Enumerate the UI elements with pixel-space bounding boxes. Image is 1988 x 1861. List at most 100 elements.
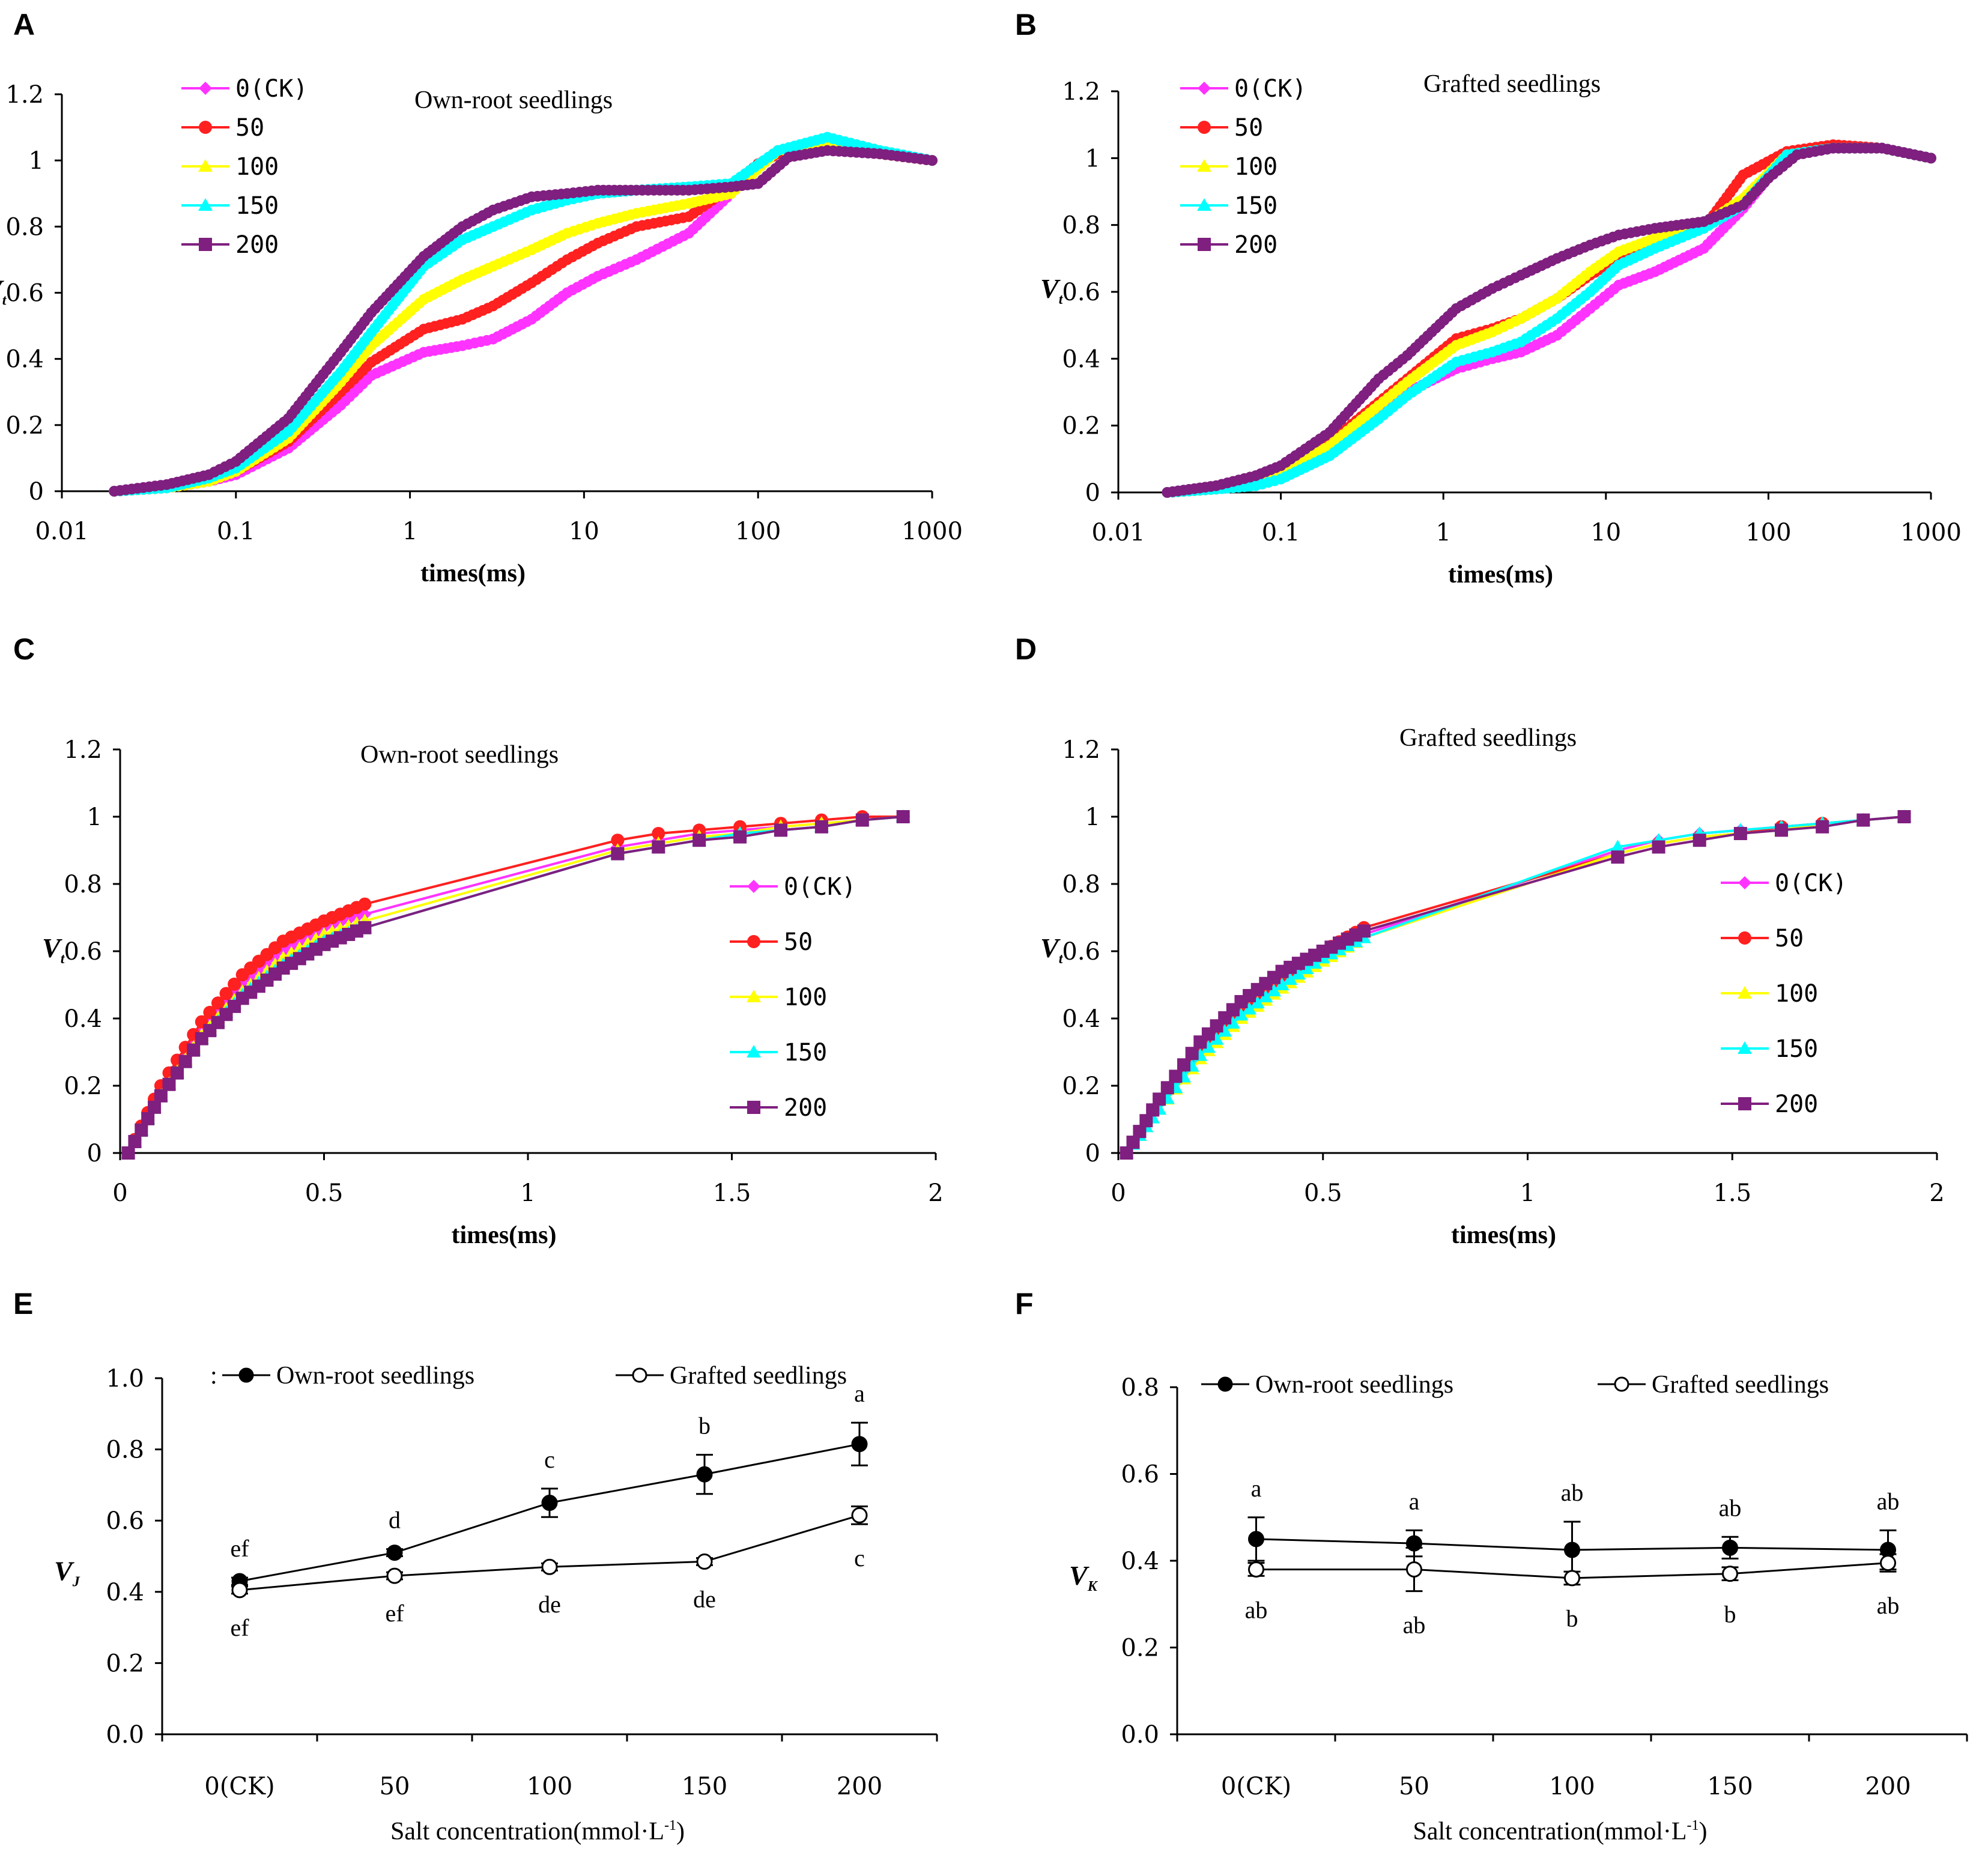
legend-marker-50 [199, 121, 212, 134]
legend-marker-150 [1738, 1041, 1752, 1054]
y-tick-label: 0.2 [5, 412, 44, 440]
data-point-200 [148, 1100, 162, 1114]
legend-label-100: 100 [235, 153, 279, 181]
y-tick-label: 0.8 [1062, 871, 1100, 898]
y-tick-label: 1 [1085, 145, 1100, 172]
series-grafted: ef ef de de c [230, 1505, 868, 1641]
legend: 0(CK) 50 100 150 200 [1180, 75, 1306, 259]
y-tick-label: 0.6 [64, 938, 102, 966]
data-point-own-root [541, 1495, 558, 1511]
data-point-200 [141, 1112, 155, 1125]
data-point-200 [1226, 1003, 1240, 1017]
legend-label-50: 50 [235, 114, 264, 142]
data-point-200 [733, 830, 747, 844]
legend-marker-100 [1197, 159, 1211, 172]
x-tick-label: 0 [112, 1179, 127, 1207]
chart-title: Own-root seedlings [360, 741, 559, 769]
y-tick-label: 0.2 [1062, 1073, 1100, 1100]
data-point-200 [178, 1055, 192, 1068]
panel-label-e: E [13, 1287, 33, 1321]
data-point-200 [692, 834, 706, 847]
data-point-200 [1146, 1103, 1160, 1117]
legend-marker-ck [1738, 876, 1751, 889]
series-grafted: ab ab b b ab [1245, 1546, 1899, 1639]
y-tick-label: 1.2 [1062, 736, 1100, 764]
legend: 0(CK) 50 100 150 200 [181, 75, 308, 259]
panel-label-a: A [13, 8, 35, 41]
data-point-50 [211, 996, 225, 1010]
legend-marker-grafted [1614, 1376, 1629, 1392]
y-tick-label: 1 [1085, 803, 1100, 831]
data-point-200 [121, 1146, 135, 1160]
data-point-200 [1349, 928, 1363, 942]
legend-label-50: 50 [1775, 925, 1804, 952]
series-100 [109, 138, 938, 497]
y-tick-label: 0 [29, 478, 44, 506]
data-point-200 [1120, 1146, 1133, 1160]
legend-marker-grafted [632, 1367, 647, 1383]
x-tick-label: 100 [1549, 1773, 1595, 1800]
data-point-50 [268, 941, 282, 955]
legend-label-150: 150 [1775, 1035, 1818, 1063]
data-point-200 [1611, 850, 1625, 864]
panel-A: A 0 0.2 0.4 0.6 0.8 1 1.2 0.01 0.1 1 10 100 1000 time… [0, 8, 963, 587]
data-point-200 [1733, 827, 1747, 840]
legend-marker-own-root [238, 1367, 254, 1383]
y-tick-label: 0.4 [5, 346, 44, 374]
significance-label: ab [1877, 1487, 1900, 1515]
significance-label: ef [230, 1614, 249, 1641]
x-tick-label: 1 [520, 1179, 535, 1207]
chart-title: Grafted seedlings [1399, 724, 1577, 752]
significance-label: b [1724, 1601, 1736, 1628]
legend-label-own-root: Own-root seedlings [276, 1362, 474, 1390]
x-tick-label: 1.5 [713, 1179, 751, 1207]
data-point-200 [154, 1089, 168, 1103]
y-tick-label: 1.2 [64, 736, 102, 764]
data-point-own-root [1722, 1539, 1738, 1556]
x-tick-label: 10 [569, 518, 599, 545]
data-point-150 [1274, 978, 1289, 990]
x-tick-label: 100 [735, 518, 781, 545]
data-point-150 [1266, 984, 1281, 997]
data-point-50 [350, 901, 363, 915]
data-point-200 [135, 1123, 148, 1137]
y-tick-label: 0.2 [1121, 1635, 1159, 1662]
series-150 [109, 132, 938, 497]
data-point-200 [814, 820, 828, 834]
y-tick-label: 1.2 [5, 81, 44, 109]
significance-label: a [1251, 1475, 1262, 1502]
significance-label: ab [1561, 1479, 1584, 1506]
data-point-grafted [1564, 1570, 1580, 1587]
legend-marker-100 [747, 990, 761, 1002]
data-point-200 [1897, 810, 1911, 823]
legend-marker-own-root [1217, 1376, 1233, 1392]
series-200 [121, 810, 910, 1160]
x-tick-label: 1000 [902, 518, 963, 545]
data-point-200 [1816, 820, 1829, 834]
x-tick-label: 0.5 [1304, 1179, 1342, 1207]
x-tick-label: 0(CK) [204, 1773, 274, 1800]
panel-label-c: C [13, 632, 35, 666]
legend-label-grafted: Grafted seedlings [670, 1362, 847, 1390]
data-point-200 [652, 840, 665, 854]
y-tick-label: 0.8 [106, 1436, 144, 1464]
data-point-150 [1299, 961, 1314, 975]
panel-F: F 0.0 0.2 0.4 0.6 0.8 0(CK) 50 100 150 200 Salt co… [1015, 1287, 1968, 1845]
y-tick-label: 0.0 [1121, 1721, 1159, 1749]
y-tick-label: 0.6 [1062, 938, 1100, 966]
x-tick-label: 1 [402, 518, 417, 545]
series-line-150 [114, 136, 933, 492]
data-point-200 [171, 1066, 184, 1080]
data-point-50 [228, 977, 241, 991]
data-point-50 [309, 918, 323, 932]
y-tick-label: 1.2 [1062, 78, 1100, 106]
significance-label: ef [385, 1600, 404, 1627]
y-tick-label: 0.4 [1062, 1005, 1100, 1033]
y-tick-label: 0.6 [5, 280, 44, 307]
x-axis-label: times(ms) [1451, 1221, 1556, 1249]
legend-marker-50 [1738, 931, 1751, 945]
data-point-150 [1225, 1015, 1240, 1029]
data-point-grafted [386, 1567, 403, 1584]
significance-label: ab [1719, 1494, 1742, 1521]
data-point-200 [187, 1043, 201, 1057]
